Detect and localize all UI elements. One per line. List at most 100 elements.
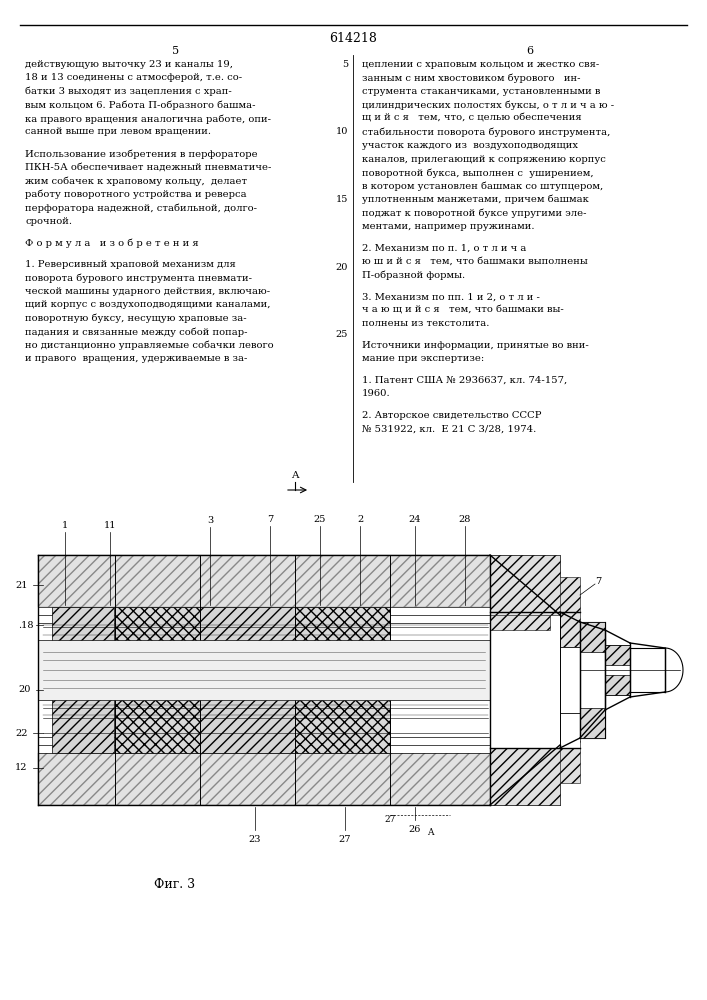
Text: ческой машины ударного действия, включаю-: ческой машины ударного действия, включаю…	[25, 287, 270, 296]
Text: 24: 24	[409, 515, 421, 524]
Text: Ф о р м у л а   и з о б р е т е н и я: Ф о р м у л а и з о б р е т е н и я	[25, 238, 199, 248]
Text: .18: .18	[18, 620, 33, 630]
Bar	[490, 555, 560, 615]
Text: 1. Патент США № 2936637, кл. 74-157,: 1. Патент США № 2936637, кл. 74-157,	[362, 376, 567, 385]
Text: П-образной формы.: П-образной формы.	[362, 271, 465, 280]
Bar	[38, 640, 490, 700]
Bar	[38, 750, 490, 805]
Bar	[200, 698, 295, 753]
Text: но дистанционно управляемые собачки левого: но дистанционно управляемые собачки лево…	[25, 341, 274, 350]
Text: № 531922, кл.  Е 21 С 3/28, 1974.: № 531922, кл. Е 21 С 3/28, 1974.	[362, 425, 536, 434]
Bar	[115, 607, 200, 677]
Text: 25: 25	[336, 330, 348, 339]
Text: Источники информации, принятые во вни-: Источники информации, принятые во вни-	[362, 341, 589, 350]
Text: 10: 10	[336, 127, 348, 136]
Text: 2. Авторское свидетельство СССР: 2. Авторское свидетельство СССР	[362, 411, 542, 420]
Text: в котором установлен башмак со штупцером,: в котором установлен башмак со штупцером…	[362, 182, 603, 191]
Text: поворотную буксу, несущую храповые за-: поворотную буксу, несущую храповые за-	[25, 314, 247, 323]
Text: 5: 5	[342, 60, 348, 69]
Text: цеплении с храповым кольцом и жестко свя-: цеплении с храповым кольцом и жестко свя…	[362, 60, 600, 69]
Text: батки 3 выходят из зацепления с храп-: батки 3 выходят из зацепления с храп-	[25, 87, 232, 97]
Text: струмента стаканчиками, установленными в: струмента стаканчиками, установленными в	[362, 87, 600, 96]
Text: 3. Механизм по пп. 1 и 2, о т л и -: 3. Механизм по пп. 1 и 2, о т л и -	[362, 292, 540, 301]
Text: и правого  вращения, удерживаемые в за-: и правого вращения, удерживаемые в за-	[25, 354, 247, 363]
Text: срочной.: срочной.	[25, 217, 72, 226]
Text: Фиг. 3: Фиг. 3	[154, 879, 196, 892]
Text: 20: 20	[336, 262, 348, 271]
Bar	[38, 555, 490, 610]
Text: 614218: 614218	[329, 32, 377, 45]
Text: поворотной букса, выполнен с  уширением,: поворотной букса, выполнен с уширением,	[362, 168, 594, 178]
Text: поворота бурового инструмента пневмати-: поворота бурового инструмента пневмати-	[25, 273, 252, 283]
Text: 1: 1	[62, 521, 68, 530]
Text: 5: 5	[173, 46, 180, 56]
Bar	[560, 612, 580, 647]
Bar	[295, 683, 390, 753]
Text: ч а ю щ и й с я   тем, что башмаки вы-: ч а ю щ и й с я тем, что башмаки вы-	[362, 306, 563, 315]
Text: 27: 27	[385, 815, 396, 824]
Text: падания и связанные между собой попар-: падания и связанные между собой попар-	[25, 327, 247, 337]
Text: 1. Реверсивный храповой механизм для: 1. Реверсивный храповой механизм для	[25, 260, 235, 269]
Text: 7: 7	[267, 515, 273, 524]
Text: занным с ним хвостовиком бурового   ин-: занным с ним хвостовиком бурового ин-	[362, 74, 580, 83]
Bar	[490, 748, 560, 805]
Bar	[580, 622, 605, 652]
Bar	[490, 555, 560, 612]
Text: щий корпус с воздухоподводящими каналами,: щий корпус с воздухоподводящими каналами…	[25, 300, 271, 309]
Text: 25: 25	[314, 515, 326, 524]
Text: уплотненным манжетами, причем башмак: уплотненным манжетами, причем башмак	[362, 195, 589, 205]
Text: мание при экспертизе:: мание при экспертизе:	[362, 354, 484, 363]
Text: 15: 15	[336, 195, 348, 204]
Text: A: A	[427, 828, 433, 837]
Text: ПКН-5А обеспечивает надежный пневматиче-: ПКН-5А обеспечивает надежный пневматиче-	[25, 163, 271, 172]
Text: поджат к поворотной буксе упругими эле-: поджат к поворотной буксе упругими эле-	[362, 209, 587, 218]
Bar	[38, 555, 490, 805]
Bar	[490, 748, 580, 783]
Text: 26: 26	[409, 825, 421, 834]
Text: стабильности поворота бурового инструмента,: стабильности поворота бурового инструмен…	[362, 127, 610, 137]
Text: 27: 27	[339, 835, 351, 844]
Text: участок каждого из  воздухоподводящих: участок каждого из воздухоподводящих	[362, 141, 578, 150]
Text: цилиндрических полостях буксы, о т л и ч а ю -: цилиндрических полостях буксы, о т л и ч…	[362, 101, 614, 110]
Text: щ и й с я   тем, что, с целью обеспечения: щ и й с я тем, что, с целью обеспечения	[362, 114, 582, 123]
Bar	[490, 730, 550, 805]
Text: 18 и 13 соединены с атмосферой, т.е. со-: 18 и 13 соединены с атмосферой, т.е. со-	[25, 74, 242, 83]
Bar	[52, 698, 114, 753]
Text: действующую выточку 23 и каналы 19,: действующую выточку 23 и каналы 19,	[25, 60, 233, 69]
Text: полнены из текстолита.: полнены из текстолита.	[362, 319, 489, 328]
Bar	[630, 648, 665, 692]
Text: 22: 22	[15, 728, 28, 738]
Text: ментами, например пружинами.: ментами, например пружинами.	[362, 222, 534, 231]
Text: 2: 2	[357, 515, 363, 524]
Text: санной выше при левом вращении.: санной выше при левом вращении.	[25, 127, 211, 136]
Bar	[490, 577, 580, 612]
Text: A: A	[291, 471, 299, 480]
Text: работу поворотного устройства и реверса: работу поворотного устройства и реверса	[25, 190, 247, 199]
Text: 11: 11	[104, 521, 116, 530]
Text: 23: 23	[249, 835, 262, 844]
Text: 7: 7	[595, 578, 601, 586]
Text: вым кольцом 6. Работа П-образного башма-: вым кольцом 6. Работа П-образного башма-	[25, 101, 255, 110]
Text: 20: 20	[18, 686, 30, 694]
Text: ю ш и й с я   тем, что башмаки выполнены: ю ш и й с я тем, что башмаки выполнены	[362, 257, 588, 266]
Bar	[605, 645, 630, 695]
Text: ка правого вращения аналогична работе, опи-: ка правого вращения аналогична работе, о…	[25, 114, 271, 123]
Bar	[490, 745, 560, 805]
Text: 6: 6	[527, 46, 534, 56]
Text: жим собачек к храповому кольцу,  делает: жим собачек к храповому кольцу, делает	[25, 176, 247, 186]
Text: Использование изобретения в перфораторе: Использование изобретения в перфораторе	[25, 149, 257, 159]
Bar	[605, 645, 630, 665]
Text: перфоратора надежной, стабильной, долго-: перфоратора надежной, стабильной, долго-	[25, 203, 257, 213]
Text: 2. Механизм по п. 1, о т л и ч а: 2. Механизм по п. 1, о т л и ч а	[362, 244, 527, 253]
Text: каналов, прилегающий к сопряжению корпус: каналов, прилегающий к сопряжению корпус	[362, 154, 606, 163]
Bar	[38, 753, 490, 805]
Bar	[38, 555, 490, 607]
Bar	[580, 622, 605, 738]
Text: 21: 21	[15, 580, 28, 589]
Bar	[490, 647, 580, 748]
Bar	[560, 647, 580, 713]
Bar	[38, 607, 490, 753]
Text: 3: 3	[207, 516, 213, 525]
Bar	[200, 607, 295, 662]
Bar	[560, 713, 580, 748]
